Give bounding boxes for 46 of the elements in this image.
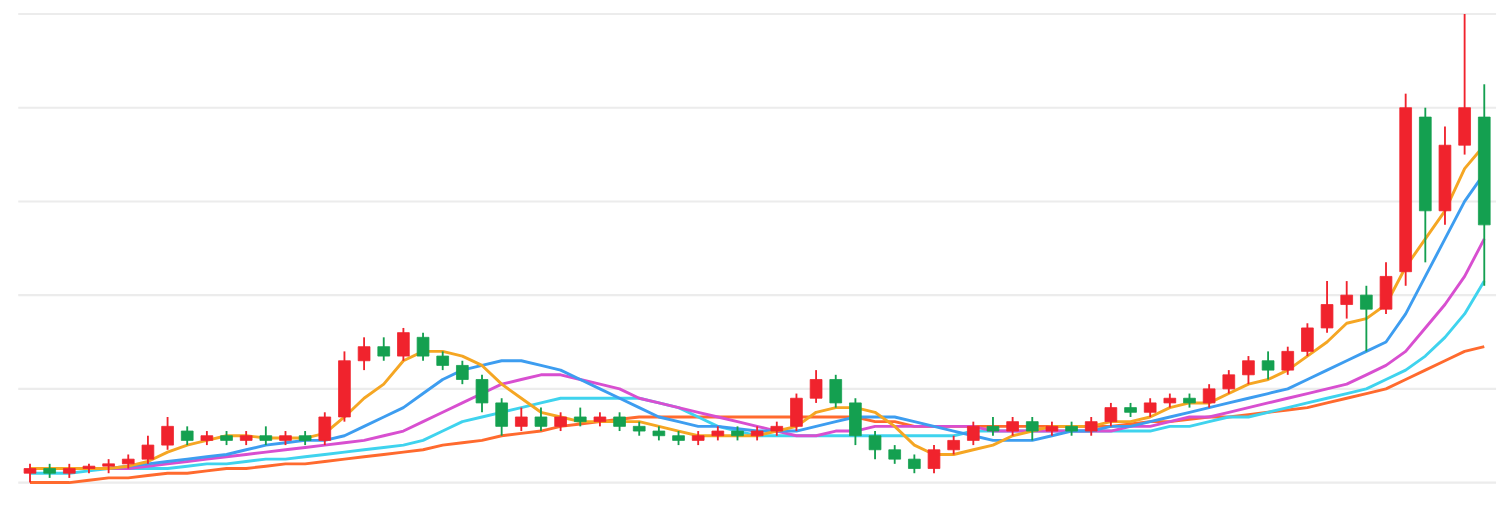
candlestick <box>849 397 862 446</box>
candlestick <box>397 326 410 362</box>
candlestick <box>573 406 587 428</box>
candlestick <box>377 336 391 362</box>
candlestick <box>809 368 823 404</box>
candlestick <box>1301 322 1314 357</box>
candlestick <box>141 434 155 465</box>
candlestick <box>1222 368 1236 395</box>
candlestick <box>416 331 430 362</box>
candlestick <box>1104 401 1118 428</box>
candlestick <box>947 434 960 456</box>
candlestick <box>534 406 548 432</box>
candlestick <box>161 415 174 451</box>
candlestick <box>1143 397 1157 418</box>
candlestick <box>967 420 980 446</box>
candlestick <box>1281 345 1295 376</box>
candlestick <box>23 462 37 484</box>
candlestick <box>1084 415 1098 437</box>
candlestick <box>357 336 371 371</box>
candlestick <box>1360 284 1373 353</box>
candlestick <box>554 411 567 432</box>
candlestick <box>318 411 332 446</box>
candlestick <box>888 443 901 465</box>
candlestick <box>908 453 921 474</box>
candlestick <box>829 373 843 409</box>
candlestick <box>1340 279 1353 320</box>
candlestick <box>613 411 626 432</box>
candlestick <box>1261 350 1275 381</box>
candlestick <box>1242 354 1255 385</box>
candlestick <box>1202 383 1216 409</box>
candlestick <box>259 425 273 446</box>
candlestick <box>790 392 803 432</box>
candlestick <box>1379 261 1393 315</box>
candlestick <box>1025 415 1039 442</box>
candlestick <box>927 443 941 474</box>
candlestick <box>180 425 194 446</box>
candlestick <box>475 373 489 414</box>
candlestick <box>515 406 528 432</box>
candlestick <box>1458 12 1471 156</box>
candlestick <box>986 415 1000 437</box>
candlestick <box>868 429 882 460</box>
candlestick <box>1320 279 1334 334</box>
candlestick <box>495 397 508 437</box>
candlestick <box>436 350 449 371</box>
candlestick <box>1006 415 1019 437</box>
candlestick <box>456 359 469 385</box>
